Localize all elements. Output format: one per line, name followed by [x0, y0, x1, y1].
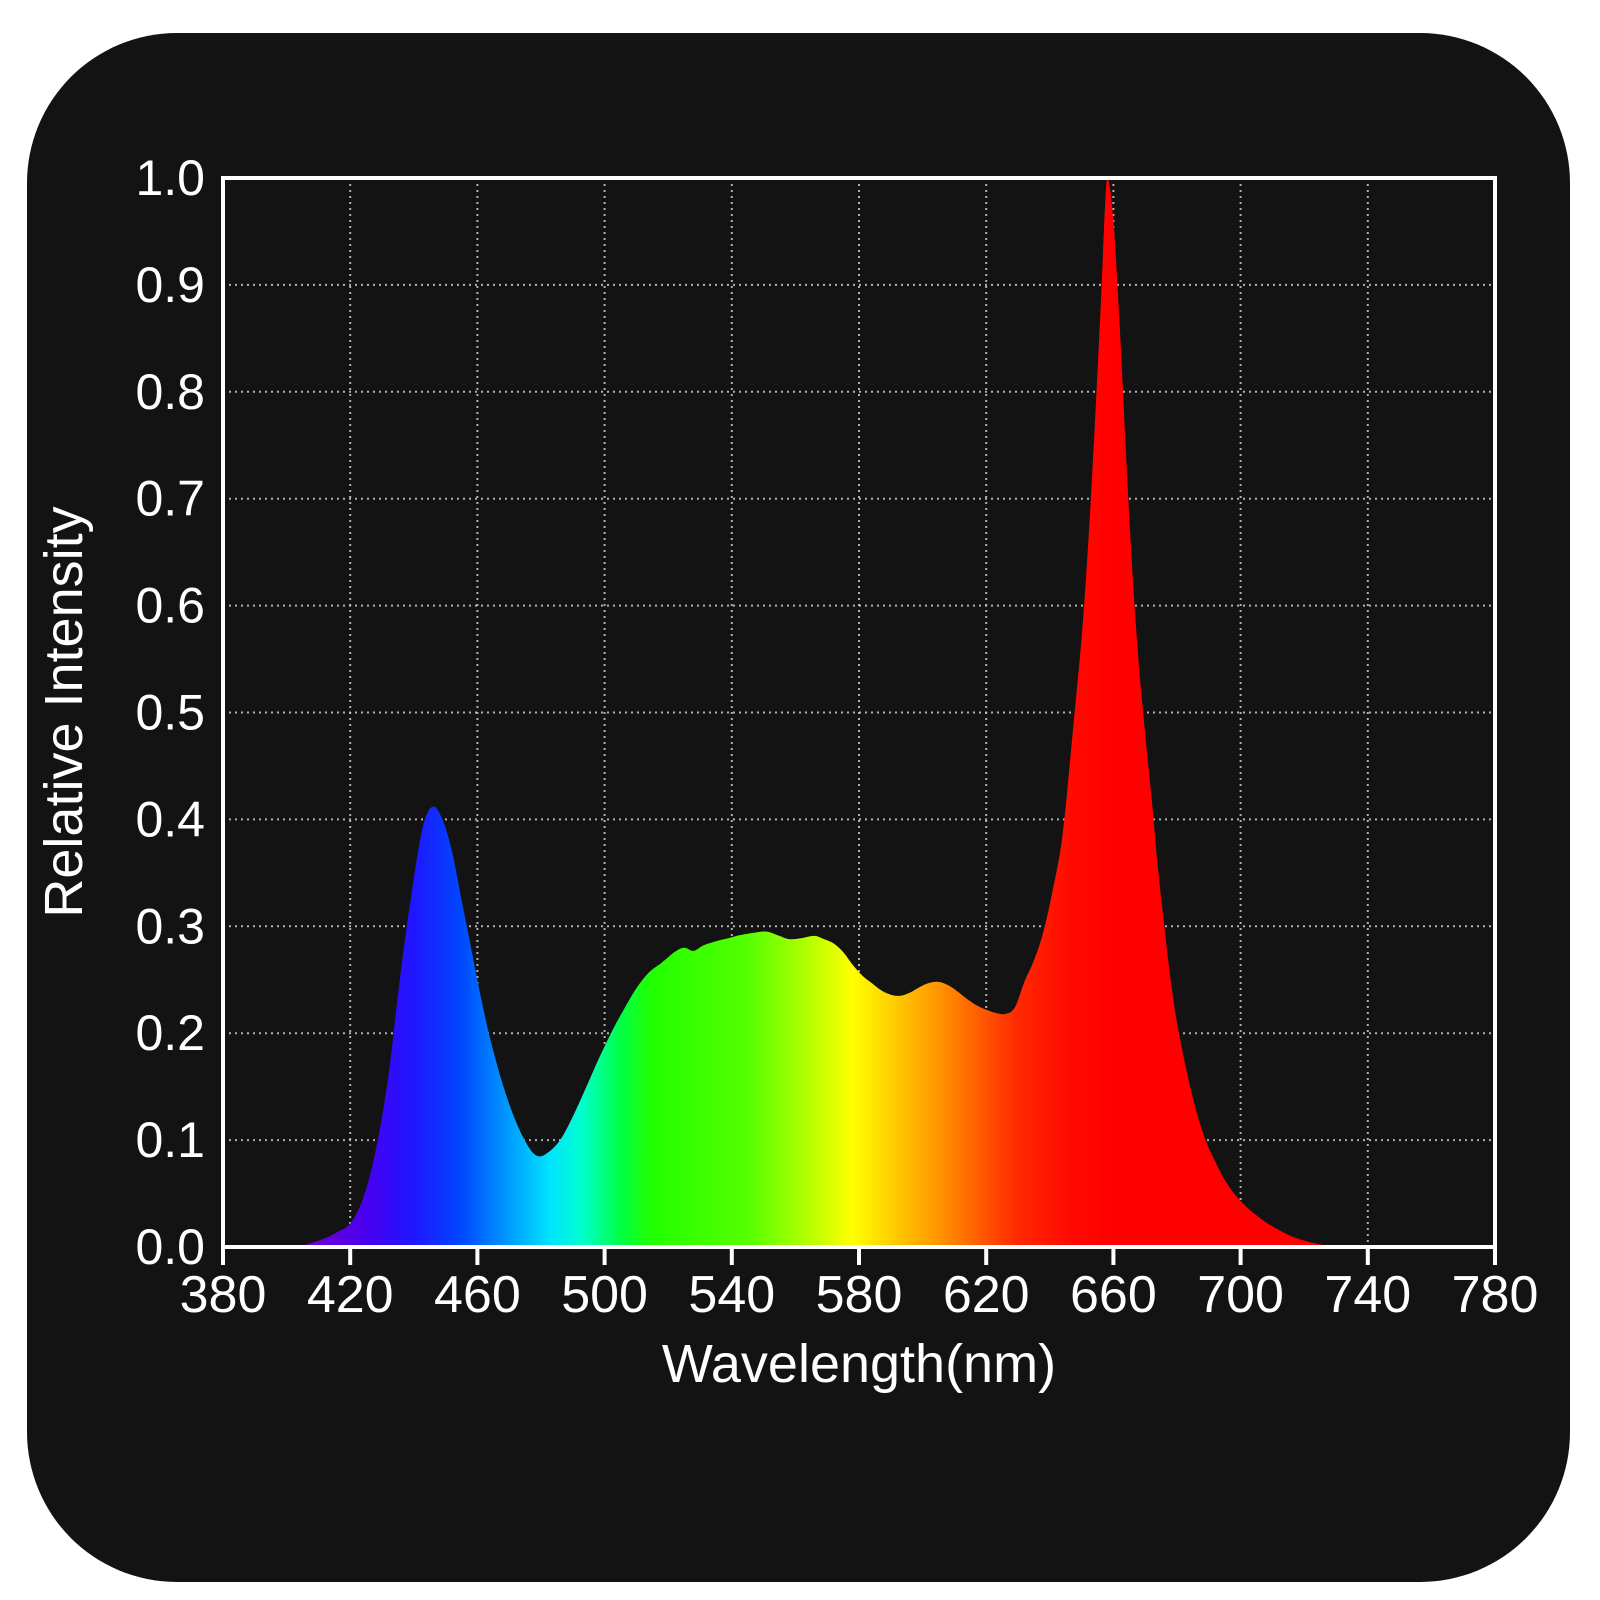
- y-axis-tick-label: 0.6: [135, 578, 205, 634]
- y-axis-tick-label: 0.1: [135, 1112, 205, 1168]
- x-axis-tick-label: 580: [816, 1266, 903, 1324]
- x-axis-tick-labels: 380 420 460 500 540 580 620 660 700 740 780: [180, 1266, 1539, 1324]
- y-axis-tick-labels: 0.0 0.1 0.2 0.3 0.4 0.5 0.6 0.7 0.8 0.9 1.0: [135, 150, 205, 1275]
- x-axis-tick-label: 700: [1197, 1266, 1284, 1324]
- y-axis-tick-label: 0.8: [135, 364, 205, 420]
- y-axis-tick-label: 0.4: [135, 791, 205, 847]
- y-axis-tick-label: 0.5: [135, 685, 205, 741]
- x-axis-tick-label: 500: [561, 1266, 648, 1324]
- y-axis-tick-label: 0.2: [135, 1005, 205, 1061]
- x-axis-tick-label: 540: [688, 1266, 775, 1324]
- x-axis-title: Wavelength(nm): [662, 1334, 1056, 1394]
- x-axis-tick-label: 620: [943, 1266, 1030, 1324]
- x-axis-tick-label: 780: [1452, 1266, 1539, 1324]
- spectrum-chart-card: [27, 33, 1570, 1582]
- y-axis-tick-label: 1.0: [135, 150, 205, 206]
- x-axis-tick-label: 660: [1070, 1266, 1157, 1324]
- x-axis-tick-label: 740: [1324, 1266, 1411, 1324]
- x-axis-tick-label: 420: [307, 1266, 394, 1324]
- x-axis-tick-label: 460: [434, 1266, 521, 1324]
- y-axis-tick-label: 0.0: [135, 1219, 205, 1275]
- x-axis-tick-label: 380: [180, 1266, 267, 1324]
- y-axis-tick-label: 0.7: [135, 471, 205, 527]
- y-axis-tick-label: 0.9: [135, 257, 205, 313]
- y-axis-title: Relative Intensity: [34, 506, 94, 917]
- spectrum-area: [299, 178, 1343, 1247]
- y-axis-tick-label: 0.3: [135, 898, 205, 954]
- x-axis-ticks: [221, 1247, 1497, 1265]
